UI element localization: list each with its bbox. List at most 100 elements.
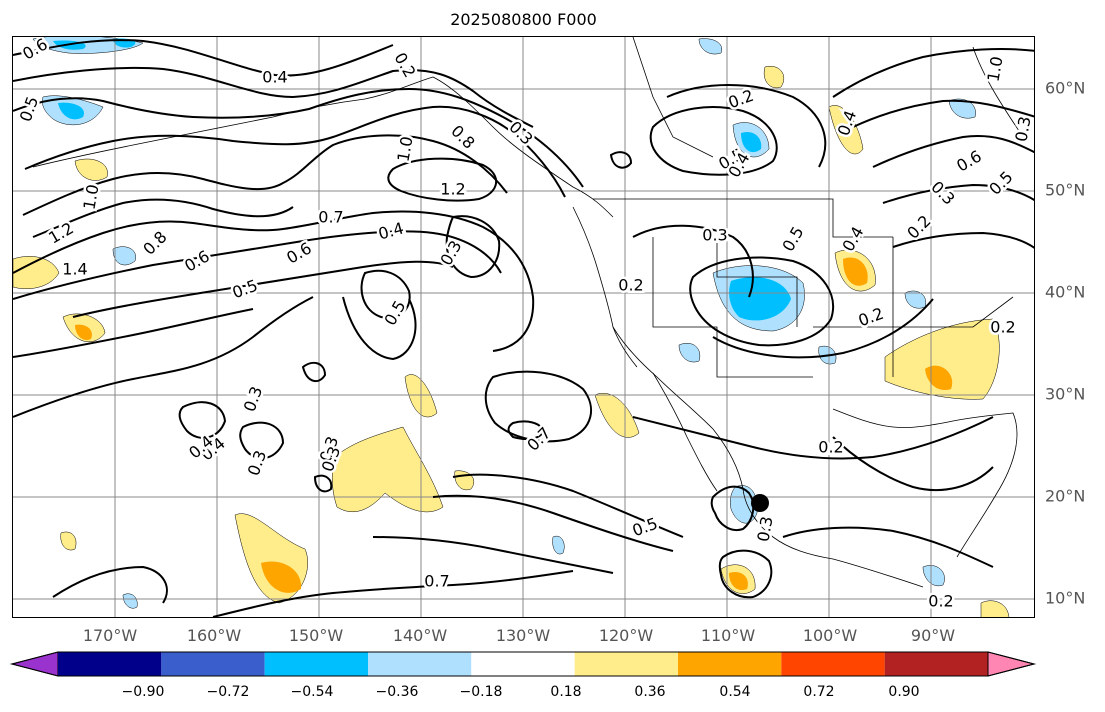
contour-line xyxy=(432,494,674,552)
longitude-label: 140°W xyxy=(392,626,448,645)
contour-line xyxy=(301,361,327,383)
colorbar-tick-label: −0.90 xyxy=(121,684,165,700)
colorbar-tick-label: −0.18 xyxy=(459,684,503,700)
contour-line xyxy=(372,536,614,574)
contour-line xyxy=(632,224,754,298)
state-border xyxy=(652,237,813,378)
shade-blue-patch xyxy=(122,593,138,609)
latitude-label: 50°N xyxy=(1045,180,1086,200)
contour-label: 0.5 xyxy=(630,514,660,541)
colorbar-tick-label: −0.54 xyxy=(290,684,334,700)
contour-line xyxy=(484,370,592,443)
contour-line xyxy=(212,570,574,617)
colorbar-tick-label: −0.72 xyxy=(206,684,250,700)
colorbar-outline xyxy=(10,651,1036,677)
shade-yellow-patch xyxy=(74,158,108,181)
contour-label: 0.3 xyxy=(753,515,776,543)
map-panel: 0.6 0.5 1.0 1.2 1.4 0.8 0.6 0.5 0.4 0.2 1.0 0.8 0.3 1… xyxy=(12,36,1035,618)
contour-label: 0.3 xyxy=(927,177,958,208)
longitude-label: 120°W xyxy=(598,626,654,645)
contour-line xyxy=(710,485,755,531)
shade-orange-patch xyxy=(261,561,302,593)
longitude-label: 110°W xyxy=(700,626,756,645)
contour-line xyxy=(718,549,773,599)
shade-blue-patch xyxy=(698,38,723,55)
contour-line xyxy=(239,421,285,459)
longitude-label: 160°W xyxy=(186,626,242,645)
shade-cyan-patch xyxy=(741,131,762,153)
contour-line xyxy=(872,135,1034,168)
shade-yellow-patch xyxy=(60,531,77,551)
latitude-label: 40°N xyxy=(1045,282,1086,302)
contour-label: 0.5 xyxy=(778,223,807,255)
contour-line xyxy=(452,473,684,538)
shade-blue-patch xyxy=(904,290,927,309)
colorbar-segment xyxy=(58,652,162,676)
contour-label: 1.2 xyxy=(440,180,465,199)
shaded-anomalies xyxy=(13,37,1009,617)
contour-label: 1.0 xyxy=(79,183,102,211)
map-title: 2025080800 F000 xyxy=(450,10,597,29)
contour-line xyxy=(782,526,994,568)
graticule xyxy=(13,37,1034,617)
coastlines xyxy=(32,37,1024,588)
contour-lines xyxy=(13,39,1034,617)
contour-line xyxy=(32,198,294,238)
colorbar-segment xyxy=(884,652,988,676)
latitude-label: 10°N xyxy=(1045,588,1086,608)
shade-blue-patch xyxy=(948,98,976,119)
colorbar-segment xyxy=(781,652,885,676)
shade-orange-patch xyxy=(75,324,92,341)
contour-line xyxy=(13,296,314,418)
longitude-label: 100°W xyxy=(802,626,858,645)
contour-line xyxy=(313,474,333,493)
contour-label: 0.7 xyxy=(523,423,554,454)
shade-yellow-patch xyxy=(454,470,475,491)
country-border xyxy=(972,46,1024,138)
location-marker-dot xyxy=(751,494,769,512)
contour-label: 0.5 xyxy=(16,94,43,124)
contour-line xyxy=(13,66,534,128)
latitude-label: 20°N xyxy=(1045,486,1086,506)
contour-line xyxy=(360,269,411,319)
shade-yellow-patch xyxy=(13,256,60,289)
longitude-label: 90°W xyxy=(910,626,956,645)
contour-label: 0.7 xyxy=(318,208,343,227)
contour-label: 0.2 xyxy=(618,276,643,295)
shade-yellow-patch xyxy=(980,600,1009,617)
map-canvas: 0.60.51.01.21.40.80.60.50.4 0.21.0 0.8 0.31… xyxy=(13,37,1034,617)
contour-line xyxy=(24,105,566,198)
contour-line xyxy=(666,84,827,168)
colorbar-tick-label: 0.36 xyxy=(634,684,666,700)
contour-label: 1.0 xyxy=(393,135,416,163)
colorbar-extend-min xyxy=(10,651,59,677)
contour-line xyxy=(507,420,545,440)
colorbar-tick-label: 0.72 xyxy=(803,684,835,700)
shade-blue-patch xyxy=(112,246,136,266)
shade-orange-patch xyxy=(729,571,748,591)
contour-label: 0.4 xyxy=(838,223,867,255)
contour-label: 0.5 xyxy=(380,297,409,329)
contour-label: 0.5 xyxy=(230,276,260,303)
contour-label-group: 0.60.51.01.21.40.80.60.50.4 0.21.0 0.8 0.31… xyxy=(13,37,1034,613)
contour-label: 1.4 xyxy=(62,260,87,279)
contour-line xyxy=(712,298,934,359)
shade-orange-patch xyxy=(925,365,953,391)
shade-blue-patch xyxy=(678,343,701,363)
contour-label: 0.5 xyxy=(985,167,1016,198)
contour-line xyxy=(387,157,497,202)
contour-line xyxy=(22,134,508,216)
contour-label: 0.2 xyxy=(726,86,756,113)
coastline-northwest xyxy=(572,206,638,368)
contour-label: 1.2 xyxy=(45,218,77,247)
contour-line xyxy=(852,99,1034,128)
contour-line xyxy=(445,215,501,279)
contour-line xyxy=(882,183,1034,204)
colorbar-segment xyxy=(678,652,782,676)
colorbar-segment xyxy=(574,652,678,676)
state-border xyxy=(813,326,894,377)
contour-line xyxy=(832,436,994,491)
colorbar-extend-max xyxy=(987,651,1036,677)
longitude-label: 170°W xyxy=(82,626,138,645)
coastline-alaska xyxy=(32,76,614,218)
